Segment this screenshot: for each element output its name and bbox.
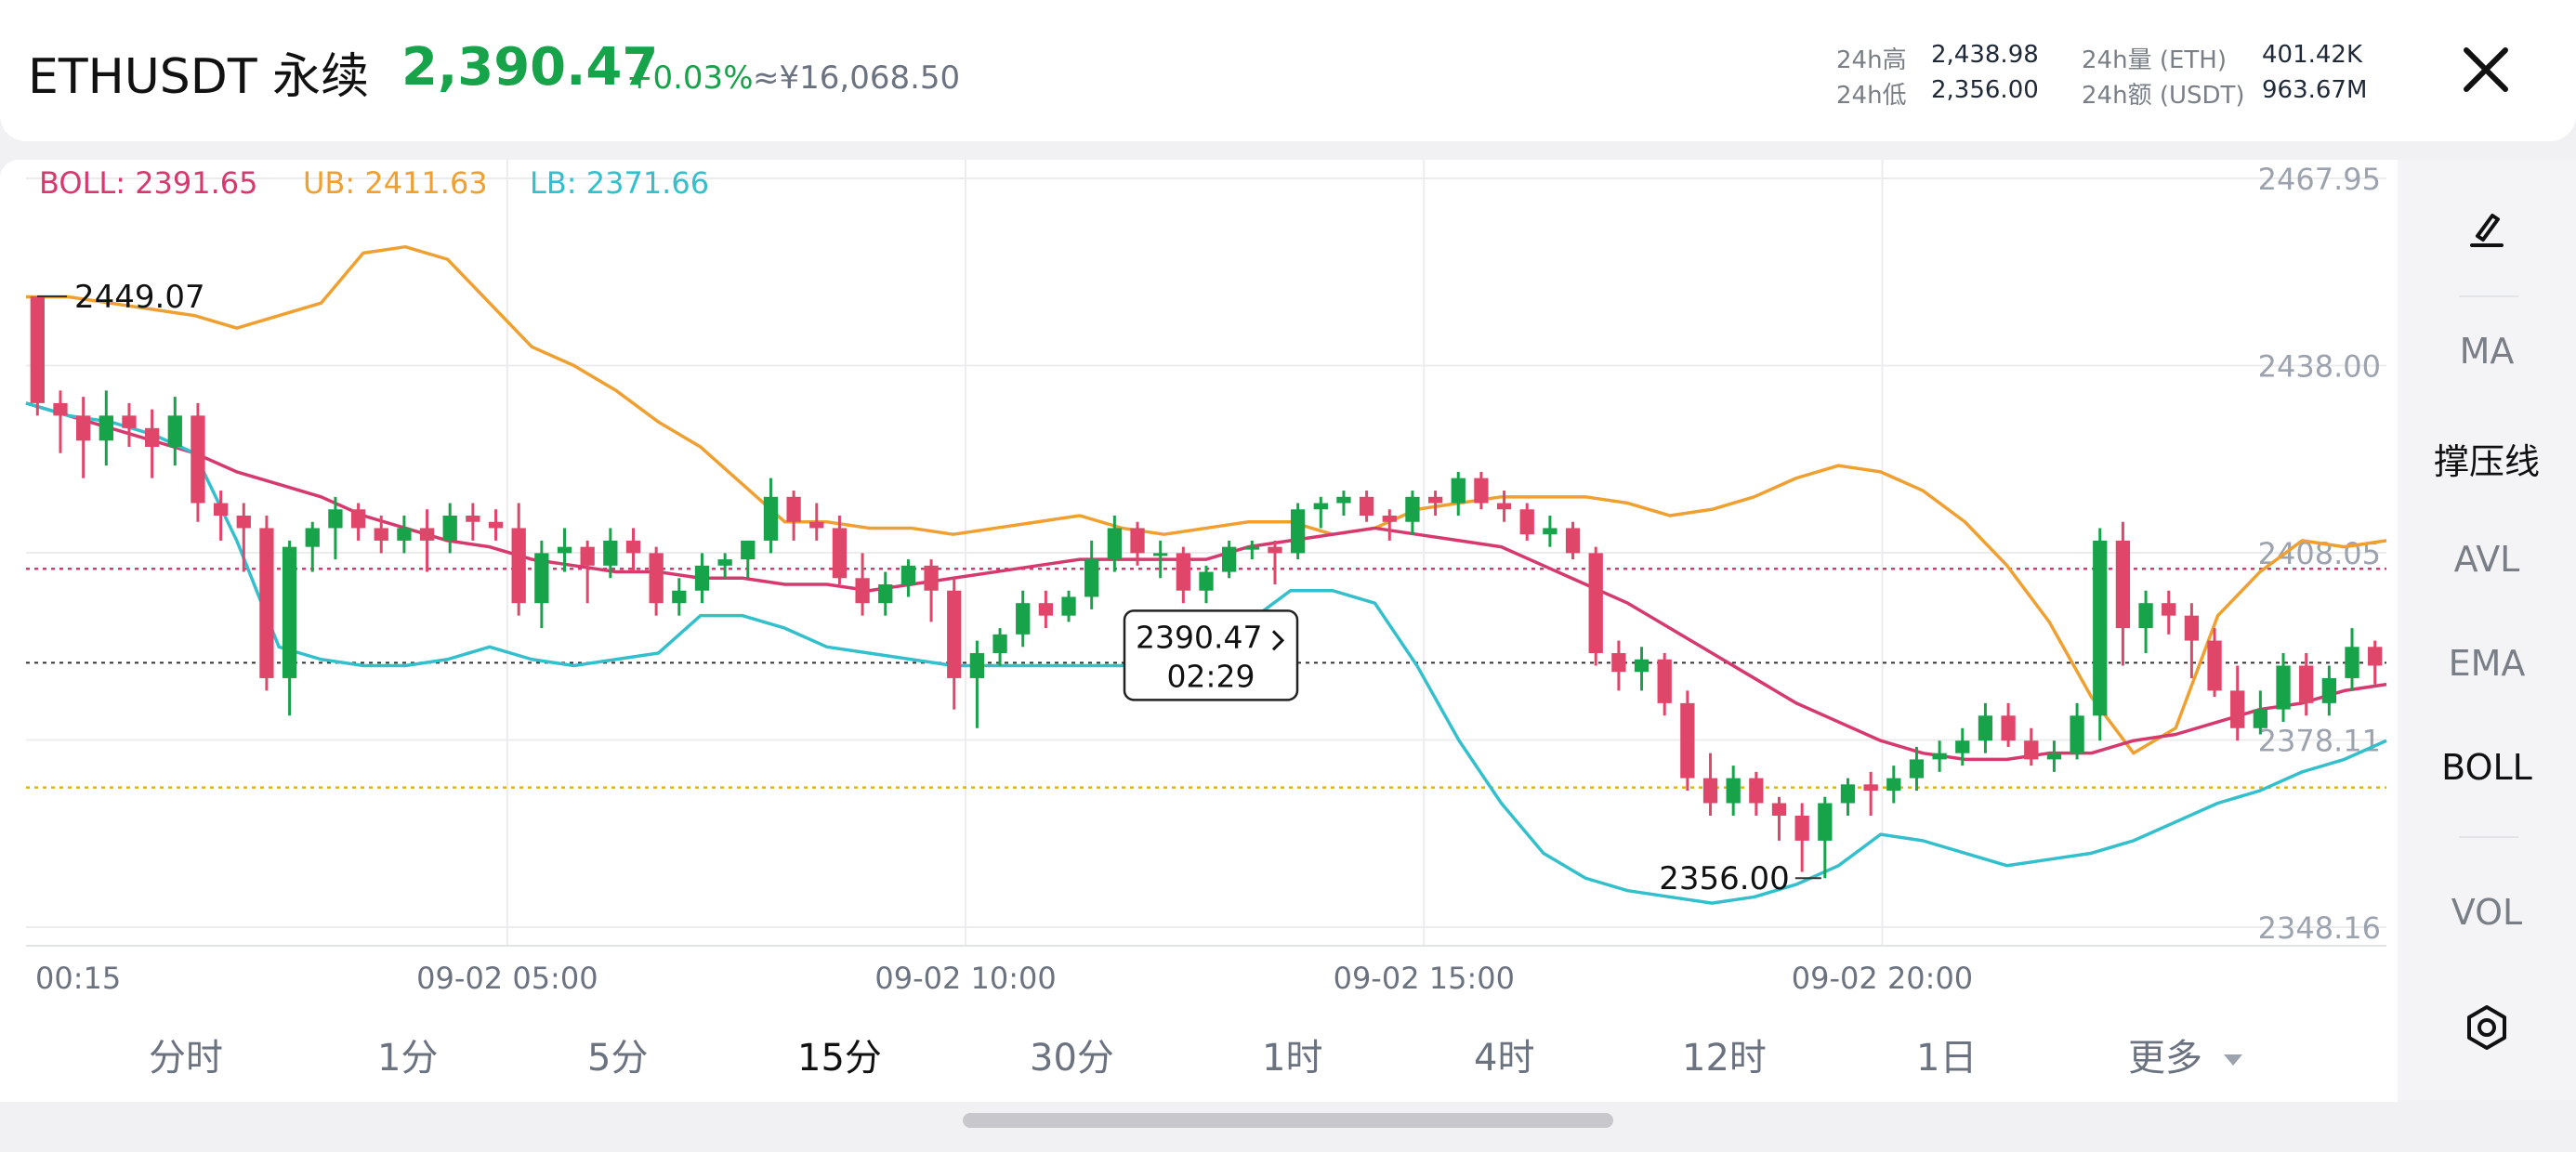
stat-label-low: 24h低 xyxy=(1836,82,1907,110)
tf-5m[interactable]: 5分 xyxy=(587,1037,649,1080)
tf-more-label: 更多 xyxy=(2128,1037,2202,1080)
tf-line[interactable]: 分时 xyxy=(149,1037,223,1080)
indicator-boll[interactable]: BOLL xyxy=(2441,747,2532,788)
indicator-ema[interactable]: EMA xyxy=(2448,643,2526,684)
tf-12h[interactable]: 12时 xyxy=(1682,1037,1767,1080)
close-icon xyxy=(2464,47,2508,92)
tf-15m[interactable]: 15分 xyxy=(797,1037,882,1080)
tf-more[interactable]: 更多 xyxy=(2128,1028,2242,1081)
timeframe-bar xyxy=(0,1009,2398,1102)
legend-ub: UB: 2411.63 xyxy=(303,165,488,201)
indicator-avl[interactable]: AVL xyxy=(2453,539,2520,580)
legend-lb: LB: 2371.66 xyxy=(530,165,710,201)
rail-divider xyxy=(2459,836,2518,838)
indicator-ma[interactable]: MA xyxy=(2459,331,2515,372)
scroll-handle[interactable] xyxy=(963,1113,1613,1128)
pen-icon xyxy=(2470,214,2504,247)
rail-divider xyxy=(2459,295,2518,297)
last-price: 2,390.47 xyxy=(401,37,659,98)
chart-panel[interactable] xyxy=(0,160,2398,1100)
close-button[interactable] xyxy=(2453,37,2518,102)
indicator-vol[interactable]: VOL xyxy=(2451,892,2523,933)
cny-price: ≈¥16,068.50 xyxy=(753,59,961,97)
stat-label-turnover: 24h额 (USDT) xyxy=(2082,82,2245,110)
tf-30m[interactable]: 30分 xyxy=(1030,1037,1114,1080)
stat-value-turnover: 963.67M xyxy=(2262,76,2368,104)
tf-1h[interactable]: 1时 xyxy=(1262,1037,1323,1080)
tf-1d[interactable]: 1日 xyxy=(1916,1037,1978,1080)
settings-button[interactable] xyxy=(2398,1001,2576,1062)
indicator-rail xyxy=(2398,160,2576,1100)
settings-icon xyxy=(2467,1005,2506,1050)
stat-value-high: 2,438.98 xyxy=(1931,41,2039,69)
stat-value-low: 2,356.00 xyxy=(1931,76,2039,104)
stat-label-high: 24h高 xyxy=(1836,46,1907,74)
stat-label-volume: 24h量 (ETH) xyxy=(2082,46,2227,74)
symbol-title[interactable]: ETHUSDT 永续 xyxy=(28,49,370,105)
change-percent: +0.03% xyxy=(626,59,754,97)
caret-down-icon xyxy=(2223,1054,2242,1066)
indicator-support-resistance[interactable]: 撑压线 xyxy=(2433,441,2540,482)
legend-boll: BOLL: 2391.65 xyxy=(39,165,258,201)
stat-value-volume: 401.42K xyxy=(2262,41,2363,69)
tf-4h[interactable]: 4时 xyxy=(1474,1037,1535,1080)
draw-tool-button[interactable] xyxy=(2398,199,2576,263)
header-bar: ETHUSDT 永续 2,390.47 +0.03% ≈¥16,068.50 2… xyxy=(0,0,2576,141)
tf-1m[interactable]: 1分 xyxy=(377,1037,439,1080)
